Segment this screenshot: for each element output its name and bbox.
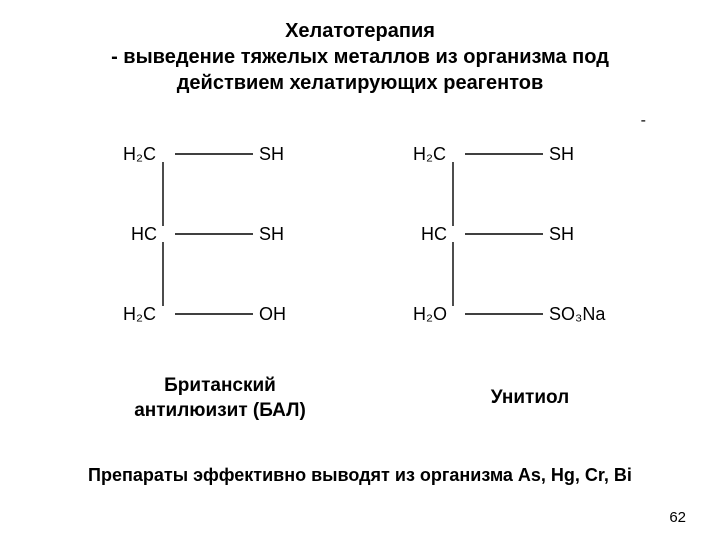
right-mol-r2: SO₃Na <box>549 304 606 324</box>
right-mol-l0: H₂C <box>413 144 446 164</box>
title-line-1: Хелатотерапия <box>0 18 720 44</box>
left-mol-l1: HC <box>131 224 157 244</box>
left-mol-r0: SH <box>259 144 284 164</box>
molecule-right-svg: H₂C HC H₂O SH SH SO₃Na <box>395 126 615 346</box>
left-mol-r2: OH <box>259 304 286 324</box>
stray-dash: - <box>641 112 646 130</box>
right-mol-l1: HC <box>421 224 447 244</box>
left-mol-r1: SH <box>259 224 284 244</box>
molecule-left: H₂C HC H₂C SH SH OH <box>105 126 305 346</box>
caption-right: Унитиол <box>450 386 610 411</box>
left-mol-l2: H₂C <box>123 304 156 324</box>
right-mol-r1: SH <box>549 224 574 244</box>
title-line-2: - выведение тяжелых металлов из организм… <box>0 44 720 70</box>
molecule-right: H₂C HC H₂O SH SH SO₃Na <box>395 126 615 346</box>
right-mol-l2: H₂O <box>413 304 447 324</box>
diagram-row: H₂C HC H₂C SH SH OH H₂C HC H₂O SH SH SO₃… <box>0 126 720 346</box>
caption-left-line2: антилюизит (БАЛ) <box>110 399 330 424</box>
right-mol-r0: SH <box>549 144 574 164</box>
caption-left: Британский антилюизит (БАЛ) <box>110 374 330 423</box>
title-line-3: действием хелатирующих реагентов <box>0 70 720 96</box>
title-block: Хелатотерапия - выведение тяжелых металл… <box>0 0 720 96</box>
captions-row: Британский антилюизит (БАЛ) Унитиол <box>0 374 720 423</box>
molecule-left-svg: H₂C HC H₂C SH SH OH <box>105 126 305 346</box>
caption-left-line1: Британский <box>110 374 330 399</box>
footer-text: Препараты эффективно выводят из организм… <box>0 465 720 486</box>
left-mol-l0: H₂C <box>123 144 156 164</box>
page-number: 62 <box>669 509 686 526</box>
